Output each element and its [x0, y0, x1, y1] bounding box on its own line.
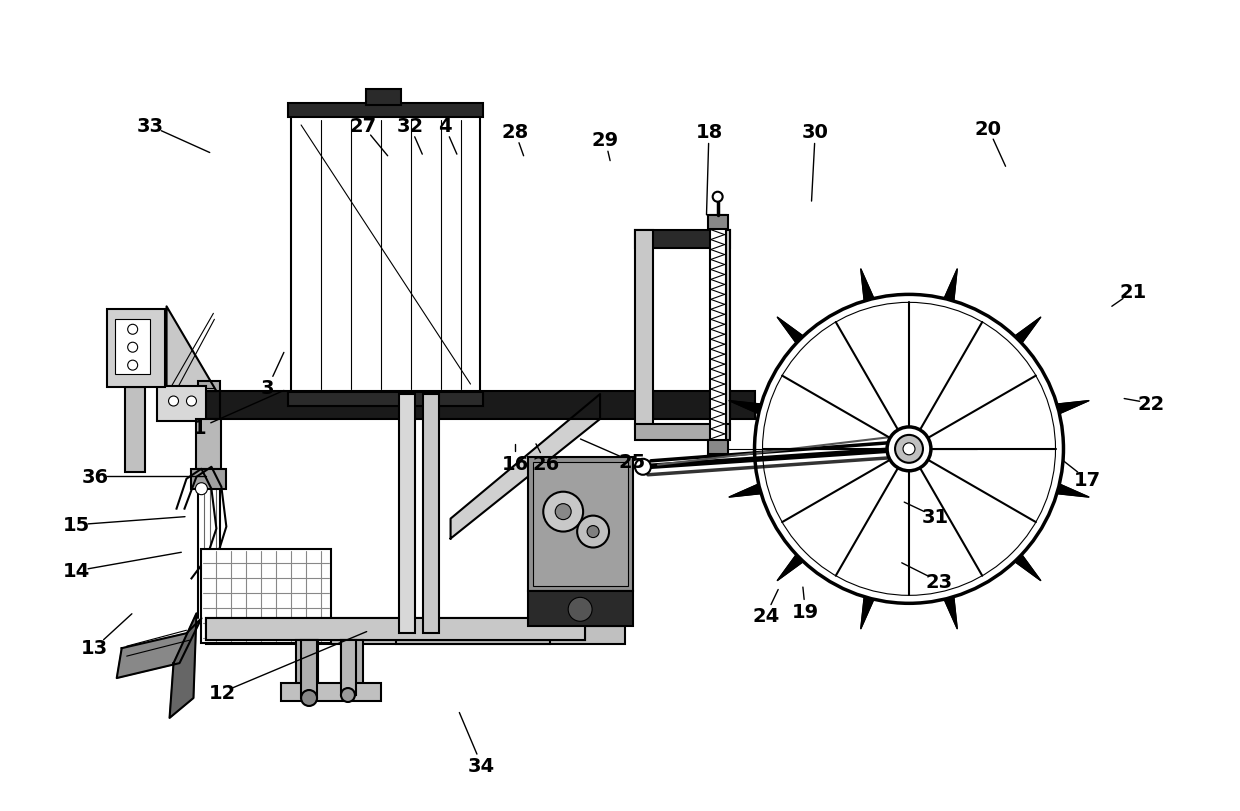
Polygon shape — [1056, 401, 1089, 414]
Circle shape — [301, 690, 317, 706]
Text: 12: 12 — [208, 683, 236, 702]
Bar — [296, 641, 317, 685]
Text: 4: 4 — [438, 117, 451, 136]
Text: 29: 29 — [591, 131, 619, 150]
Text: 18: 18 — [696, 122, 723, 142]
Text: 27: 27 — [350, 117, 377, 136]
Text: 32: 32 — [397, 117, 424, 136]
Text: 26: 26 — [532, 454, 559, 473]
Bar — [206, 619, 585, 641]
Bar — [198, 382, 221, 392]
Bar — [709, 216, 725, 454]
Bar — [166, 392, 754, 419]
Text: 3: 3 — [262, 378, 274, 397]
Bar — [635, 424, 729, 440]
Bar — [281, 683, 381, 702]
Text: 17: 17 — [1074, 470, 1101, 489]
Circle shape — [577, 516, 609, 548]
Text: 14: 14 — [63, 562, 89, 581]
Bar — [708, 216, 728, 230]
Polygon shape — [1014, 555, 1040, 581]
Circle shape — [186, 397, 196, 406]
Circle shape — [128, 343, 138, 353]
Text: 22: 22 — [1138, 394, 1166, 414]
Polygon shape — [777, 318, 804, 344]
Circle shape — [543, 492, 583, 532]
Bar — [288, 104, 484, 118]
Bar — [301, 641, 317, 698]
Circle shape — [568, 598, 591, 621]
Bar — [156, 387, 206, 422]
Text: 21: 21 — [1120, 283, 1147, 302]
Circle shape — [903, 444, 915, 455]
Polygon shape — [944, 597, 957, 629]
Text: 28: 28 — [501, 122, 528, 142]
Circle shape — [128, 361, 138, 371]
Text: 23: 23 — [925, 573, 952, 591]
Polygon shape — [166, 307, 217, 392]
Polygon shape — [450, 394, 600, 539]
Circle shape — [713, 192, 723, 203]
Text: 25: 25 — [619, 453, 646, 471]
Bar — [201, 549, 331, 643]
Bar — [191, 470, 227, 489]
Bar — [423, 394, 439, 633]
Circle shape — [341, 689, 355, 702]
Polygon shape — [944, 269, 957, 302]
Bar — [125, 388, 145, 472]
Circle shape — [635, 459, 651, 475]
Text: 24: 24 — [753, 606, 780, 625]
Text: 1: 1 — [193, 418, 207, 438]
Text: 31: 31 — [921, 508, 949, 526]
Circle shape — [169, 397, 179, 406]
Bar — [206, 626, 625, 645]
Polygon shape — [777, 555, 804, 581]
Text: 16: 16 — [501, 454, 528, 473]
Bar — [708, 440, 728, 454]
Bar — [533, 462, 627, 586]
Polygon shape — [729, 401, 761, 414]
Bar — [635, 230, 729, 248]
Polygon shape — [170, 614, 196, 718]
Circle shape — [556, 504, 572, 520]
Bar — [196, 419, 222, 470]
Bar — [528, 457, 632, 592]
Bar — [107, 310, 165, 388]
Text: 15: 15 — [63, 516, 89, 534]
Text: 13: 13 — [82, 638, 108, 658]
Bar — [291, 116, 480, 394]
Circle shape — [895, 436, 923, 463]
Bar — [341, 641, 356, 695]
Polygon shape — [1056, 484, 1089, 497]
Polygon shape — [861, 269, 874, 302]
Circle shape — [587, 526, 599, 538]
Circle shape — [128, 325, 138, 335]
Bar — [206, 619, 585, 641]
Circle shape — [887, 427, 931, 471]
Bar — [115, 320, 150, 375]
Bar — [366, 90, 401, 106]
Text: 30: 30 — [802, 122, 828, 142]
Polygon shape — [861, 597, 874, 629]
Polygon shape — [1014, 318, 1040, 344]
Bar — [399, 394, 414, 633]
Bar — [288, 393, 484, 406]
Bar — [635, 230, 653, 429]
Circle shape — [196, 483, 207, 495]
Text: 33: 33 — [136, 117, 164, 136]
Polygon shape — [117, 619, 201, 678]
Bar — [528, 592, 632, 626]
Text: 19: 19 — [792, 602, 818, 621]
Text: 34: 34 — [467, 756, 495, 775]
Bar — [396, 626, 551, 645]
Bar — [341, 641, 363, 685]
Polygon shape — [729, 484, 761, 497]
Bar — [712, 230, 729, 429]
Text: 36: 36 — [82, 467, 108, 486]
Text: 20: 20 — [975, 119, 1002, 139]
